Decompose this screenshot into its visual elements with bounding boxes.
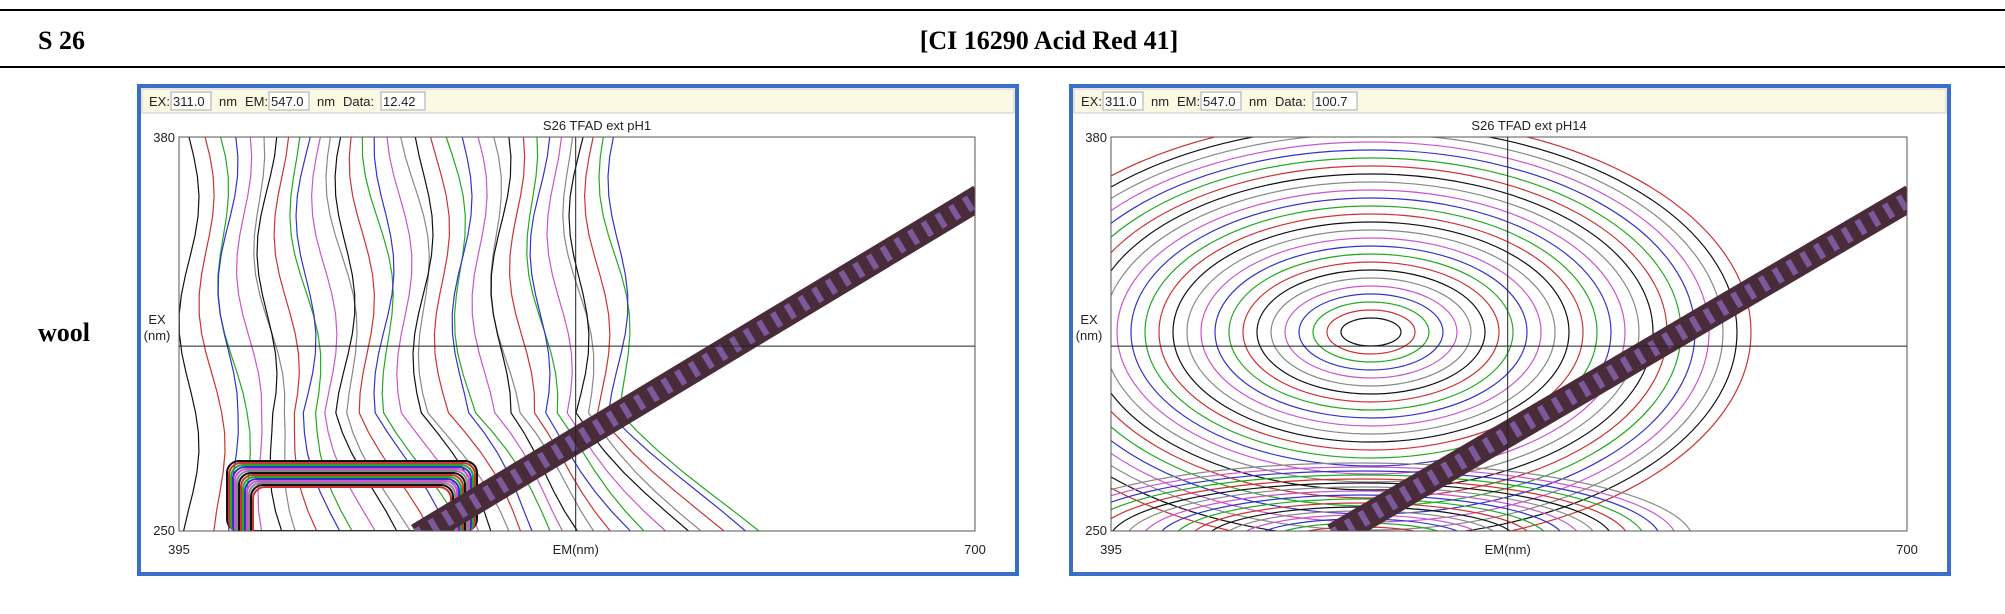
contour <box>1298 293 1444 371</box>
contour <box>1256 269 1486 395</box>
top-rule <box>0 9 2005 11</box>
status-field <box>170 91 212 111</box>
plot-title: S26 TFAD ext pH1 <box>543 118 651 133</box>
plot-frame <box>178 136 976 532</box>
contour <box>451 137 533 531</box>
x-max: 700 <box>964 542 986 557</box>
contour <box>1128 486 1594 531</box>
contour <box>508 137 611 531</box>
status-text: nm <box>1151 94 1169 109</box>
scatter-band <box>413 190 975 531</box>
x-min: 395 <box>1100 542 1122 557</box>
status-text: nm <box>1249 94 1267 109</box>
contour <box>1161 494 1561 531</box>
contour <box>1172 221 1570 443</box>
contour <box>1112 482 1610 531</box>
contour <box>568 137 689 531</box>
status-text: 547.0 <box>1203 94 1236 109</box>
row-label: wool <box>38 318 90 347</box>
status-text: 311.0 <box>1105 94 1137 109</box>
contours <box>1111 137 1907 531</box>
status-text: 311.0 <box>173 94 205 109</box>
contour <box>429 137 522 531</box>
y-label: EX <box>148 312 166 327</box>
y-min: 250 <box>1085 523 1107 538</box>
status-text: EX: <box>149 94 170 109</box>
contour <box>607 137 746 531</box>
contour <box>1130 197 1612 467</box>
contour <box>1228 253 1514 411</box>
contour <box>1111 466 1675 531</box>
contour <box>1144 490 1578 531</box>
status-field <box>1200 91 1242 111</box>
y-max: 380 <box>153 130 175 145</box>
y-label: EX <box>1080 312 1098 327</box>
header-title: [CI 16290 Acid Red 41] <box>919 26 1179 55</box>
contour <box>1177 498 1545 531</box>
status-field <box>268 91 310 111</box>
contour <box>1242 261 1500 403</box>
contour <box>562 137 702 531</box>
status-text: Data: <box>1275 94 1306 109</box>
header-rule <box>0 66 2005 68</box>
status-text: nm <box>317 94 335 109</box>
status-text: 100.7 <box>1315 94 1348 109</box>
contour <box>1186 229 1556 435</box>
x-label: EM(nm) <box>553 542 599 557</box>
contour <box>1270 277 1472 387</box>
status-field <box>380 91 426 111</box>
contour <box>1111 181 1640 483</box>
header-label: S 26 <box>38 26 85 55</box>
contour <box>1144 205 1598 459</box>
contour <box>598 137 760 531</box>
y-max: 380 <box>1085 130 1107 145</box>
plot-frame <box>1110 136 1908 532</box>
x-max: 700 <box>1896 542 1918 557</box>
status-text: 12.42 <box>383 94 416 109</box>
y-min: 250 <box>153 523 175 538</box>
y-label: (nm) <box>144 328 171 343</box>
contour <box>1111 470 1659 531</box>
contour <box>1111 137 1738 531</box>
status-text: 547.0 <box>271 94 304 109</box>
contour <box>583 137 725 531</box>
contour <box>529 137 631 531</box>
x-min: 395 <box>168 542 190 557</box>
eem-panel: EX: 311.0 nm EM: 547.0 nm Data: 100.7 S26 TFAD e… <box>1069 84 1951 576</box>
contour <box>1111 137 1724 531</box>
contour <box>1158 213 1584 451</box>
contour <box>1200 237 1542 427</box>
contour <box>1312 301 1430 363</box>
scatter-band <box>1327 185 1907 531</box>
contour <box>1111 474 1643 531</box>
status-text: EM: <box>245 94 268 109</box>
contour <box>1284 285 1458 379</box>
status-text: EX: <box>1081 94 1102 109</box>
status-text: Data: <box>343 94 374 109</box>
panel-frame <box>137 84 1019 576</box>
contour <box>546 137 666 531</box>
status-field <box>1102 91 1144 111</box>
contour <box>1111 137 1752 531</box>
x-label: EM(nm) <box>1485 542 1531 557</box>
plot-title: S26 TFAD ext pH14 <box>1471 118 1586 133</box>
contour <box>198 137 226 531</box>
y-label: (nm) <box>1076 328 1103 343</box>
contour <box>1326 309 1416 355</box>
status-field <box>1312 91 1358 111</box>
status-text: nm <box>219 94 237 109</box>
contour <box>1111 478 1627 531</box>
contour <box>1111 173 1654 491</box>
contours <box>179 137 975 531</box>
contour <box>1116 189 1626 475</box>
contour <box>1194 502 1528 531</box>
contour <box>1214 245 1528 419</box>
contour <box>1111 462 1691 531</box>
eem-panel: EX: 311.0 nm EM: 547.0 nm Data: 12.42 S26 TFAD e… <box>137 84 1019 576</box>
status-text: EM: <box>1177 94 1200 109</box>
